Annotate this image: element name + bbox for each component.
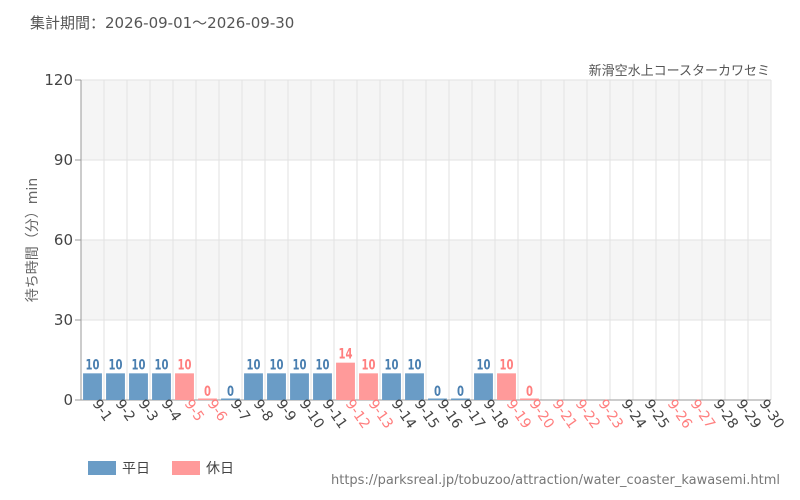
bar — [359, 373, 378, 400]
y-tick-label: 120 — [44, 71, 73, 89]
x-tick-label: 9-4 — [158, 397, 184, 425]
bar — [175, 373, 194, 400]
bar — [152, 373, 171, 400]
x-tick-label: 9-12 — [342, 397, 373, 432]
bar — [129, 373, 148, 400]
x-tick-label: 9-28 — [710, 397, 741, 432]
bar — [221, 398, 240, 400]
bar — [336, 362, 355, 400]
bar — [405, 373, 424, 400]
x-tick-label: 9-21 — [549, 397, 580, 432]
x-tick-label: 9-7 — [227, 397, 253, 425]
x-tick-label: 9-13 — [365, 397, 396, 432]
data-label: 10 — [85, 356, 99, 373]
data-label: 10 — [177, 356, 191, 373]
x-tick-label: 9-9 — [273, 397, 299, 425]
y-tick-label: 0 — [63, 391, 73, 409]
bar-series — [83, 362, 539, 400]
bar — [428, 398, 447, 400]
x-tick-label: 9-16 — [434, 397, 465, 432]
data-label: 10 — [499, 356, 513, 373]
x-tick-label: 9-10 — [296, 397, 327, 432]
axes — [75, 79, 771, 401]
bar — [106, 373, 125, 400]
data-label: 0 — [204, 383, 211, 400]
x-tick-label: 9-14 — [388, 397, 419, 432]
bar — [497, 373, 516, 400]
data-label: 10 — [269, 356, 283, 373]
data-label: 10 — [476, 356, 490, 373]
data-label: 10 — [108, 356, 122, 373]
attraction-name: 新滑空水上コースターカワセミ — [588, 64, 770, 79]
bar — [451, 398, 470, 400]
x-tick-label: 9-24 — [618, 397, 649, 432]
bar — [382, 373, 401, 400]
x-tick-label: 9-18 — [480, 397, 511, 432]
legend-swatch-holiday — [172, 461, 200, 475]
x-tick-label: 9-11 — [319, 397, 350, 432]
data-label: 0 — [457, 383, 464, 400]
x-tick-label: 9-6 — [204, 397, 230, 425]
x-tick-label: 9-29 — [733, 397, 764, 432]
bar — [520, 398, 539, 400]
data-label: 10 — [246, 356, 260, 373]
data-label: 10 — [131, 356, 145, 373]
y-tick-label: 60 — [54, 231, 73, 249]
x-tick-label: 9-30 — [756, 397, 787, 432]
x-tick-labels: 9-19-29-39-49-59-69-79-89-99-109-119-129… — [89, 397, 787, 432]
x-tick-label: 9-19 — [503, 397, 534, 432]
legend-item-holiday: 休日 — [172, 458, 234, 478]
data-label: 0 — [434, 383, 441, 400]
bar — [474, 373, 493, 400]
x-tick-label: 9-1 — [89, 397, 115, 425]
legend-label-weekday: 平日 — [122, 461, 150, 477]
bar — [290, 373, 309, 400]
bar — [313, 373, 332, 400]
x-tick-label: 9-26 — [664, 397, 695, 432]
x-tick-label: 9-2 — [112, 397, 138, 425]
y-tick-label: 90 — [54, 151, 73, 169]
x-tick-label: 9-8 — [250, 397, 276, 425]
bar — [83, 373, 102, 400]
data-label: 10 — [154, 356, 168, 373]
source-url[interactable]: https://parksreal.jp/tobuzoo/attraction/… — [330, 473, 780, 488]
legend: 平日 休日 — [88, 458, 256, 478]
data-label: 14 — [338, 345, 352, 362]
x-tick-label: 9-3 — [135, 397, 161, 425]
period-label: 集計期間：2026-09-01～2026-09-30 — [30, 14, 295, 32]
x-tick-label: 9-22 — [572, 397, 603, 432]
x-tick-label: 9-5 — [181, 397, 207, 425]
bar — [267, 373, 286, 400]
data-label: 10 — [361, 356, 375, 373]
x-tick-label: 9-15 — [411, 397, 442, 432]
y-tick-labels: 0 30 60 90 120 — [44, 71, 73, 409]
legend-item-weekday: 平日 — [88, 458, 150, 478]
bar — [198, 398, 217, 400]
x-tick-label: 9-27 — [687, 397, 718, 432]
x-tick-label: 9-23 — [595, 397, 626, 432]
data-label: 10 — [315, 356, 329, 373]
data-label: 10 — [292, 356, 306, 373]
x-tick-label: 9-25 — [641, 397, 672, 432]
x-tick-label: 9-17 — [457, 397, 488, 432]
legend-swatch-weekday — [88, 461, 116, 475]
legend-label-holiday: 休日 — [206, 461, 234, 477]
data-label: 10 — [384, 356, 398, 373]
y-tick-label: 30 — [54, 311, 73, 329]
data-label: 10 — [407, 356, 421, 373]
x-tick-label: 9-20 — [526, 397, 557, 432]
data-label: 0 — [526, 383, 533, 400]
bar — [244, 373, 263, 400]
data-label: 0 — [227, 383, 234, 400]
